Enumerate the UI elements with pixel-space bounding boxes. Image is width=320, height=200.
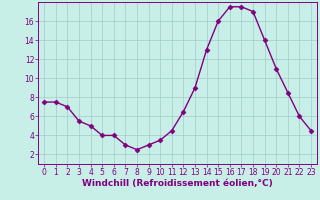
X-axis label: Windchill (Refroidissement éolien,°C): Windchill (Refroidissement éolien,°C) <box>82 179 273 188</box>
